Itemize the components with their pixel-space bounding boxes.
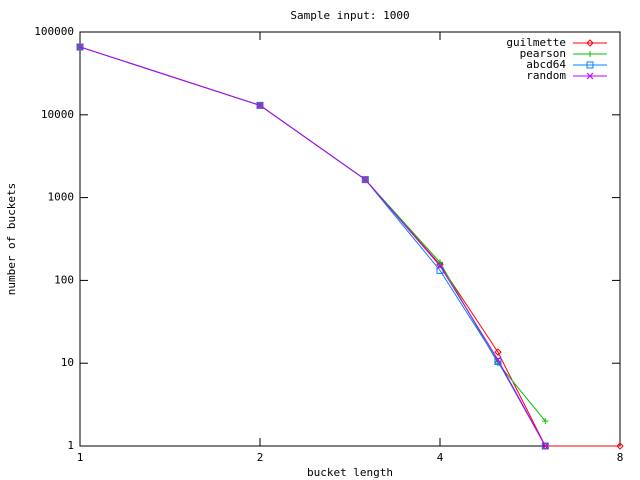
marker xyxy=(437,259,443,266)
x-tick-label: 1 xyxy=(77,451,84,464)
marker xyxy=(494,356,502,364)
marker xyxy=(616,442,624,450)
legend-label: random xyxy=(526,69,566,82)
y-tick-label: 10000 xyxy=(41,108,74,121)
y-tick-label: 1 xyxy=(67,439,74,452)
marker xyxy=(436,262,444,270)
legend-marker xyxy=(586,39,594,47)
legend-marker xyxy=(586,72,594,80)
y-tick-label: 10 xyxy=(61,356,74,369)
y-axis-label: number of buckets xyxy=(5,183,18,296)
legend-label: pearson xyxy=(520,47,566,60)
x-axis-label: bucket length xyxy=(307,466,393,479)
marker xyxy=(542,418,549,425)
marker xyxy=(76,43,84,51)
plot-border xyxy=(79,31,621,447)
legend-label: abcd64 xyxy=(526,58,566,71)
marker xyxy=(494,348,502,356)
marker xyxy=(361,176,369,183)
y-tick-label: 100 xyxy=(54,273,74,286)
x-tick-label: 2 xyxy=(257,451,264,464)
series-line xyxy=(79,46,546,447)
x-tick-label: 8 xyxy=(617,451,624,464)
legend-marker xyxy=(586,61,594,69)
x-tick-label: 4 xyxy=(437,451,444,464)
legend-marker xyxy=(587,51,593,57)
legend-label: guilmette xyxy=(506,36,566,49)
marker xyxy=(256,102,264,109)
y-tick-label: 1000 xyxy=(48,191,75,204)
chart-title: Sample input: 1000 xyxy=(290,9,409,22)
marker xyxy=(76,43,84,51)
y-tick-label: 100000 xyxy=(34,25,74,38)
marker xyxy=(541,442,549,450)
